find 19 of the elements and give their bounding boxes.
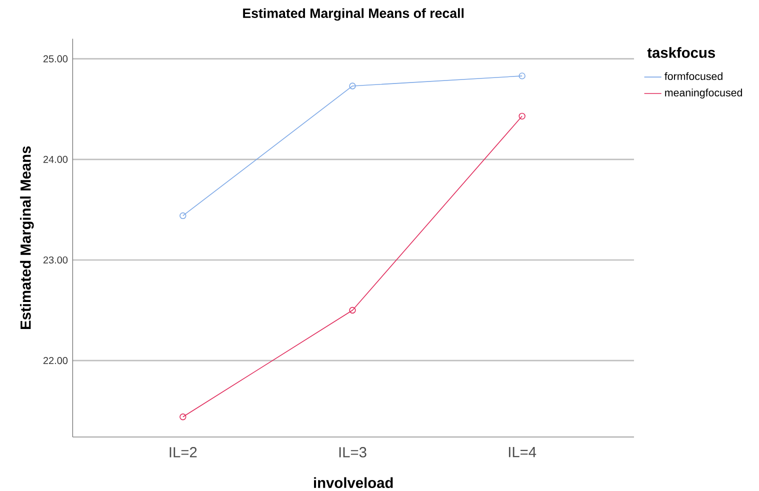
legend-label: meaningfocused [665, 88, 742, 99]
chart-title: Estimated Marginal Means of recall [243, 8, 464, 21]
point [349, 306, 356, 314]
point [349, 82, 356, 90]
y-axis-title: Estimated Marginal Means [20, 146, 34, 329]
point [518, 72, 526, 80]
x-tick-label: IL=3 [339, 447, 366, 458]
y-tick-label: 23.00 [43, 256, 68, 264]
x-tick-label: IL=4 [508, 447, 536, 458]
x-tick-label: IL=2 [170, 447, 197, 458]
y-tick-label: 24.00 [43, 156, 68, 163]
point [180, 414, 186, 420]
x-axis-title: involveload [314, 477, 393, 488]
y-tick-label: 25.00 [43, 55, 68, 62]
legend-title: taskfocus [647, 47, 715, 58]
point [518, 112, 526, 120]
legend-label: formfocused [664, 72, 722, 80]
y-tick-label: 22.00 [43, 357, 68, 364]
point [180, 212, 186, 220]
